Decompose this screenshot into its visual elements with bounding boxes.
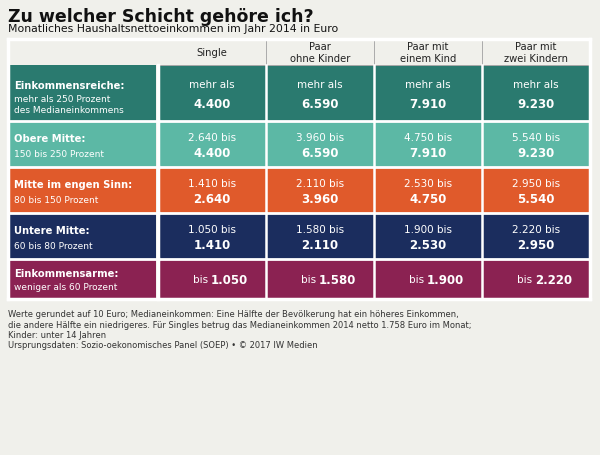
Text: 150 bis 250 Prozent: 150 bis 250 Prozent [14, 149, 104, 158]
Text: mehr als: mehr als [513, 80, 559, 90]
Text: weniger als 60 Prozent: weniger als 60 Prozent [14, 283, 118, 292]
Bar [158, 167, 266, 213]
Text: 2.950: 2.950 [517, 238, 554, 251]
Text: 3.960: 3.960 [301, 192, 338, 205]
Bar [482, 259, 590, 299]
Bar [8, 66, 156, 122]
Text: bis: bis [517, 274, 535, 284]
Text: Paar
ohne Kinder: Paar ohne Kinder [290, 42, 350, 64]
Text: 1.580: 1.580 [319, 273, 356, 286]
Text: 2.110: 2.110 [301, 238, 338, 251]
Text: 7.910: 7.910 [409, 97, 446, 110]
Text: 2.110 bis: 2.110 bis [296, 178, 344, 188]
Text: mehr als: mehr als [189, 80, 235, 90]
Text: 1.050 bis: 1.050 bis [188, 224, 236, 234]
Bar [158, 259, 266, 299]
Bar [266, 259, 374, 299]
Text: 6.590: 6.590 [301, 97, 339, 110]
Text: 2.950 bis: 2.950 bis [512, 178, 560, 188]
Bar [8, 122, 156, 167]
Bar [8, 259, 156, 299]
Text: Kinder: unter 14 Jahren: Kinder: unter 14 Jahren [8, 330, 106, 339]
Text: 9.230: 9.230 [517, 147, 554, 159]
Text: 4.750: 4.750 [409, 192, 446, 205]
Text: 5.540: 5.540 [517, 192, 555, 205]
Text: mehr als 250 Prozent
des Medianeinkommens: mehr als 250 Prozent des Medianeinkommen… [14, 95, 124, 115]
Bar [374, 259, 482, 299]
Text: 1.580 bis: 1.580 bis [296, 224, 344, 234]
Text: 60 bis 80 Prozent: 60 bis 80 Prozent [14, 241, 92, 250]
Bar [482, 213, 590, 259]
Text: Werte gerundet auf 10 Euro; Medianeinkommen: Eine Hälfte der Bevölkerung hat ein: Werte gerundet auf 10 Euro; Medianeinkom… [8, 309, 459, 318]
Text: Zu welcher Schicht gehöre ich?: Zu welcher Schicht gehöre ich? [8, 8, 314, 26]
Bar [482, 122, 590, 167]
Text: 3.960 bis: 3.960 bis [296, 132, 344, 142]
Bar [8, 167, 156, 213]
Text: Single: Single [197, 48, 227, 58]
Text: 9.230: 9.230 [517, 97, 554, 110]
Text: 4.400: 4.400 [193, 97, 230, 110]
Text: 2.640: 2.640 [193, 192, 230, 205]
Text: Paar mit
zwei Kindern: Paar mit zwei Kindern [504, 42, 568, 64]
Text: Mitte im engen Sinn:: Mitte im engen Sinn: [14, 179, 132, 189]
Text: 80 bis 150 Prozent: 80 bis 150 Prozent [14, 195, 98, 204]
Bar [266, 66, 374, 122]
Text: Einkommensreiche:: Einkommensreiche: [14, 81, 125, 91]
Text: die andere Hälfte ein niedrigeres. Für Singles betrug das Medianeinkommen 2014 n: die andere Hälfte ein niedrigeres. Für S… [8, 320, 472, 329]
Text: Ursprungsdaten: Sozio-oekonomisches Panel (SOEP) • © 2017 IW Medien: Ursprungsdaten: Sozio-oekonomisches Pane… [8, 341, 317, 350]
Text: Monatliches Haushaltsnettoeinkommen im Jahr 2014 in Euro: Monatliches Haushaltsnettoeinkommen im J… [8, 24, 338, 34]
Text: Einkommensarme:: Einkommensarme: [14, 269, 119, 279]
Text: 1.900 bis: 1.900 bis [404, 224, 452, 234]
Text: 2.220 bis: 2.220 bis [512, 224, 560, 234]
Text: mehr als: mehr als [297, 80, 343, 90]
Text: Untere Mitte:: Untere Mitte: [14, 225, 89, 235]
Bar [266, 167, 374, 213]
Bar [482, 167, 590, 213]
Text: 2.530: 2.530 [409, 238, 446, 251]
Bar [374, 122, 482, 167]
Bar [8, 213, 156, 259]
Text: 2.220: 2.220 [535, 273, 572, 286]
Text: 1.050: 1.050 [211, 273, 248, 286]
Bar [158, 66, 266, 122]
Bar [374, 167, 482, 213]
Text: bis: bis [301, 274, 319, 284]
Text: 1.410: 1.410 [193, 238, 230, 251]
Text: 2.640 bis: 2.640 bis [188, 132, 236, 142]
Text: 7.910: 7.910 [409, 147, 446, 159]
Text: Paar mit
einem Kind: Paar mit einem Kind [400, 42, 456, 64]
Text: Obere Mitte:: Obere Mitte: [14, 133, 86, 143]
Bar [158, 122, 266, 167]
Text: 4.400: 4.400 [193, 147, 230, 159]
Bar [158, 213, 266, 259]
Bar [266, 122, 374, 167]
Text: 5.540 bis: 5.540 bis [512, 132, 560, 142]
Text: 6.590: 6.590 [301, 147, 339, 159]
Text: mehr als: mehr als [405, 80, 451, 90]
Text: 1.900: 1.900 [427, 273, 464, 286]
Bar [266, 213, 374, 259]
Text: bis: bis [193, 274, 211, 284]
Bar [374, 213, 482, 259]
Text: 4.750 bis: 4.750 bis [404, 132, 452, 142]
Bar [374, 66, 482, 122]
Text: 1.410 bis: 1.410 bis [188, 178, 236, 188]
Text: bis: bis [409, 274, 427, 284]
Text: 2.530 bis: 2.530 bis [404, 178, 452, 188]
Bar [482, 66, 590, 122]
